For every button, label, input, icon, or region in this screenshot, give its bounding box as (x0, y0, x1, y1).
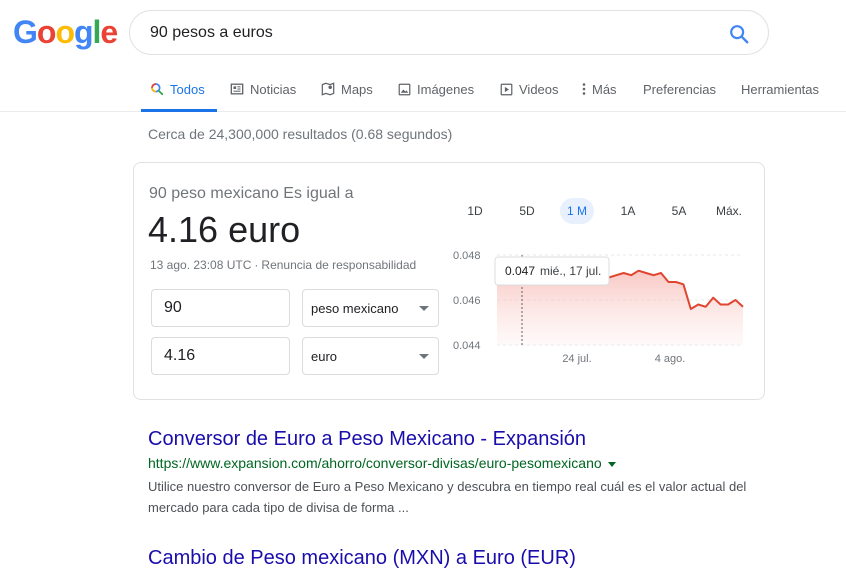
tab-herramientas[interactable]: Herramientas (741, 81, 819, 97)
range-max[interactable]: Máx. (715, 204, 742, 218)
dropdown-arrow-icon (419, 354, 429, 359)
search-icon (151, 83, 164, 96)
range-1m[interactable]: 1 M (560, 198, 594, 224)
tab-label: Maps (341, 81, 373, 97)
y-axis-tick-label: 0.044 (453, 340, 481, 352)
result-stats: Cerca de 24,300,000 resultados (0.68 seg… (148, 126, 453, 142)
logo-letter: G (13, 14, 38, 50)
tab-label: Más (592, 81, 617, 97)
range-5d[interactable]: 5D (519, 204, 535, 218)
search-input[interactable] (150, 21, 710, 45)
from-currency-label: peso mexicano (311, 301, 399, 316)
x-axis-tick-label: 4 ago. (655, 353, 686, 365)
exchange-rate-chart[interactable]: 0.048 0.046 0.044 24 jul. 4 ago. 0.047 mié.… (447, 246, 747, 368)
currency-converter-card: 90 peso mexicano Es igual a 4.16 euro 13… (133, 162, 765, 400)
result-snippet: Utilice nuestro conversor de Euro a Peso… (148, 479, 747, 515)
tab-label: Imágenes (417, 81, 475, 97)
conversion-timestamp: 13 ago. 23:08 UTC · Renuncia de responsabi… (150, 258, 416, 272)
video-icon (500, 83, 513, 95)
result-title-link[interactable]: Cambio de Peso mexicano (MXN) a Euro (EU… (148, 547, 576, 569)
to-amount-input[interactable] (151, 337, 290, 375)
logo-letter: g (73, 14, 94, 50)
search-icon[interactable] (728, 23, 750, 45)
conversion-label: 90 peso mexicano Es igual a (149, 185, 354, 202)
x-axis-tick-label: 24 jul. (562, 353, 591, 365)
logo-letter: o (36, 14, 57, 50)
tab-videos[interactable]: Videos (500, 81, 559, 97)
logo-letter: e (100, 14, 118, 50)
tooltip-date: mié., 17 jul. (540, 264, 601, 278)
active-tab-indicator (141, 109, 217, 112)
search-result: Conversor de Euro a Peso Mexicano - Expa… (148, 428, 748, 518)
range-1d[interactable]: 1D (467, 204, 483, 218)
search-result: Cambio de Peso mexicano (MXN) a Euro (EU… (148, 547, 576, 570)
more-icon (582, 83, 586, 95)
tab-label: Todos (170, 81, 205, 97)
separator: · (254, 258, 259, 272)
y-axis-tick-label: 0.048 (453, 250, 481, 262)
logo-letter: l (92, 14, 102, 50)
tab-label: Herramientas (741, 81, 820, 97)
search-tabs: Todos Noticias Maps Imágenes Videos (0, 70, 846, 112)
result-url-text: https://www.expansion.com/ahorro/convers… (148, 455, 602, 471)
from-amount-input[interactable] (151, 289, 290, 327)
news-icon (230, 83, 244, 95)
dropdown-arrow-icon (419, 306, 429, 311)
tab-label: Noticias (250, 81, 297, 97)
logo-letter: o (55, 14, 75, 50)
tab-preferencias[interactable]: Preferencias (643, 81, 716, 97)
url-options-caret-icon[interactable] (607, 461, 616, 467)
to-currency-select[interactable]: euro (302, 337, 439, 375)
range-1a[interactable]: 1A (620, 204, 636, 218)
tab-imagenes[interactable]: Imágenes (398, 81, 474, 97)
image-icon (398, 83, 411, 95)
disclaimer-link[interactable]: Renuncia de responsabilidad (261, 258, 417, 272)
search-box (129, 10, 769, 55)
result-title-link[interactable]: Conversor de Euro a Peso Mexicano - Expa… (148, 428, 587, 450)
tab-label: Preferencias (643, 81, 716, 97)
result-url[interactable]: https://www.expansion.com/ahorro/convers… (148, 455, 748, 471)
chart-tooltip: 0.047 mié., 17 jul. (494, 256, 610, 286)
google-logo[interactable]: Google (13, 14, 118, 50)
timestamp-text: 13 ago. 23:08 UTC (150, 258, 252, 272)
tab-label: Videos (519, 81, 559, 97)
map-icon (321, 82, 335, 96)
tab-todos[interactable]: Todos (150, 81, 205, 97)
tooltip-value: 0.047 (505, 264, 535, 278)
y-axis-tick-label: 0.046 (453, 295, 481, 307)
to-currency-label: euro (311, 349, 338, 364)
tab-maps[interactable]: Maps (321, 81, 373, 97)
tab-noticias[interactable]: Noticias (230, 81, 296, 97)
from-currency-select[interactable]: peso mexicano (302, 289, 439, 327)
tab-mas[interactable]: Más (582, 81, 617, 97)
conversion-result: 4.16 euro (148, 209, 301, 250)
range-5a[interactable]: 5A (671, 204, 687, 218)
